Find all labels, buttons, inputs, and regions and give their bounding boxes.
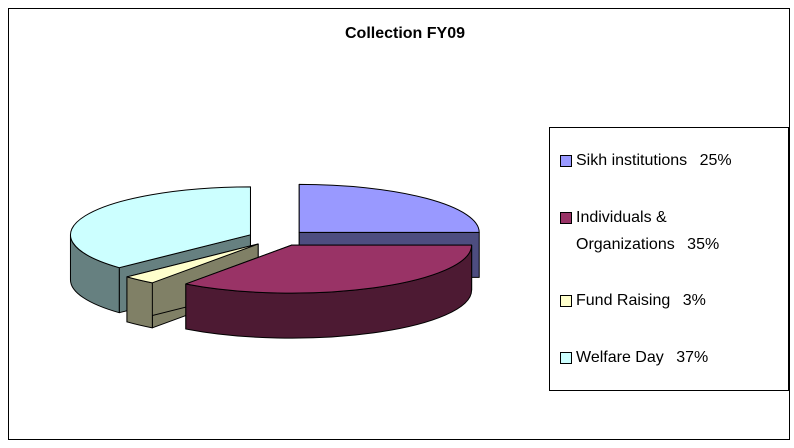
legend-swatch	[560, 154, 572, 167]
legend-item: Individuals & Organizations 35%	[560, 204, 788, 258]
legend-value: 3%	[682, 292, 706, 310]
legend-item: Sikh institutions 25%	[560, 147, 788, 174]
slice	[70, 186, 251, 269]
legend-item: Welfare Day 37%	[560, 344, 788, 371]
legend-swatch	[560, 211, 572, 224]
legend-swatch	[560, 295, 572, 308]
legend-label: Sikh institutions	[576, 151, 688, 169]
legend-label: Welfare Day	[576, 349, 664, 367]
legend-label: Fund Raising	[576, 292, 671, 310]
legend-label: Individuals & Organizations	[576, 208, 675, 253]
legend-value: 25%	[699, 151, 732, 169]
slice	[298, 183, 480, 233]
slice	[126, 243, 259, 284]
pie	[69, 183, 480, 339]
legend-value: 35%	[687, 235, 720, 253]
legend-swatch	[560, 352, 572, 365]
legend-item: Fund Raising 3%	[560, 287, 788, 314]
legend-text: Sikh institutions 25%	[576, 147, 766, 174]
legend-value: 37%	[676, 349, 709, 367]
slice	[185, 244, 473, 294]
legend-text: Individuals & Organizations 35%	[576, 204, 766, 258]
legend: Sikh institutions 25% Individuals & Organ…	[549, 127, 789, 391]
legend-text: Fund Raising 3%	[576, 287, 766, 314]
chart-title: Collection FY09	[345, 25, 465, 42]
slice-side	[126, 276, 153, 329]
legend-text: Welfare Day 37%	[576, 344, 766, 371]
